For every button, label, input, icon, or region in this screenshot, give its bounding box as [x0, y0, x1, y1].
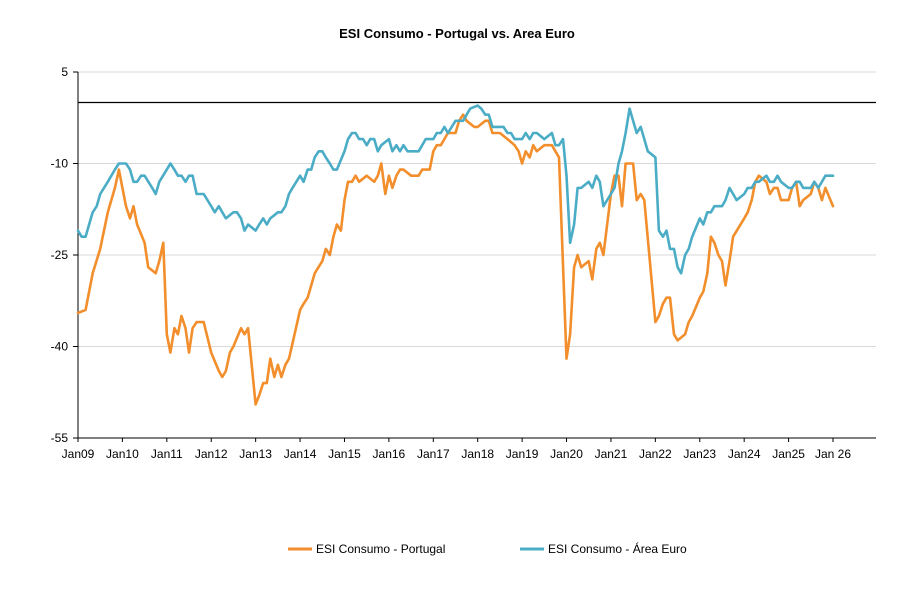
- x-tick-label: Jan14: [284, 447, 317, 461]
- series-line-portugal: [76, 113, 835, 406]
- legend-item-portugal: ESI Consumo - Portugal: [288, 542, 445, 556]
- x-tick-label: Jan23: [683, 447, 716, 461]
- legend: ESI Consumo - Portugal ESI Consumo - Área…: [288, 541, 687, 556]
- x-tick-label: Jan13: [239, 447, 272, 461]
- y-tick-label: -55: [51, 431, 69, 445]
- y-tick-label: -25: [51, 248, 69, 262]
- series-line-area-euro: [76, 104, 835, 275]
- y-tick-label: -40: [51, 340, 69, 354]
- x-tick-label: Jan20: [550, 447, 583, 461]
- x-tick-label: Jan25: [772, 447, 805, 461]
- x-tick-label: Jan10: [106, 447, 139, 461]
- x-tick-label: Jan09: [62, 447, 95, 461]
- gridlines: [78, 71, 876, 347]
- x-tick-label: Jan18: [461, 447, 494, 461]
- y-tick-label: 5: [61, 65, 68, 79]
- x-tick-label: Jan19: [506, 447, 539, 461]
- axes: 5 -10 -25 -40 -55 Jan09 Jan10 Jan11 Jan12 Jan13 Ja…: [51, 65, 876, 461]
- chart-title: ESI Consumo - Portugal vs. Area Euro: [339, 26, 575, 41]
- x-tick-label: Jan16: [373, 447, 406, 461]
- x-tick-label: Jan11: [151, 447, 183, 461]
- y-tick-label: -10: [51, 157, 69, 171]
- x-tick-label: Jan24: [728, 447, 761, 461]
- series-lines: [76, 104, 835, 406]
- x-tick-label: Jan17: [417, 447, 450, 461]
- x-tick-label: Jan12: [195, 447, 228, 461]
- x-tick-label: Jan22: [639, 447, 672, 461]
- legend-label: ESI Consumo - Área Euro: [548, 541, 687, 556]
- x-tick-label: Jan 26: [815, 447, 851, 461]
- legend-label: ESI Consumo - Portugal: [316, 542, 445, 556]
- x-tick-label: Jan21: [595, 447, 628, 461]
- x-tick-label: Jan15: [328, 447, 361, 461]
- legend-item-area-euro: ESI Consumo - Área Euro: [520, 541, 687, 556]
